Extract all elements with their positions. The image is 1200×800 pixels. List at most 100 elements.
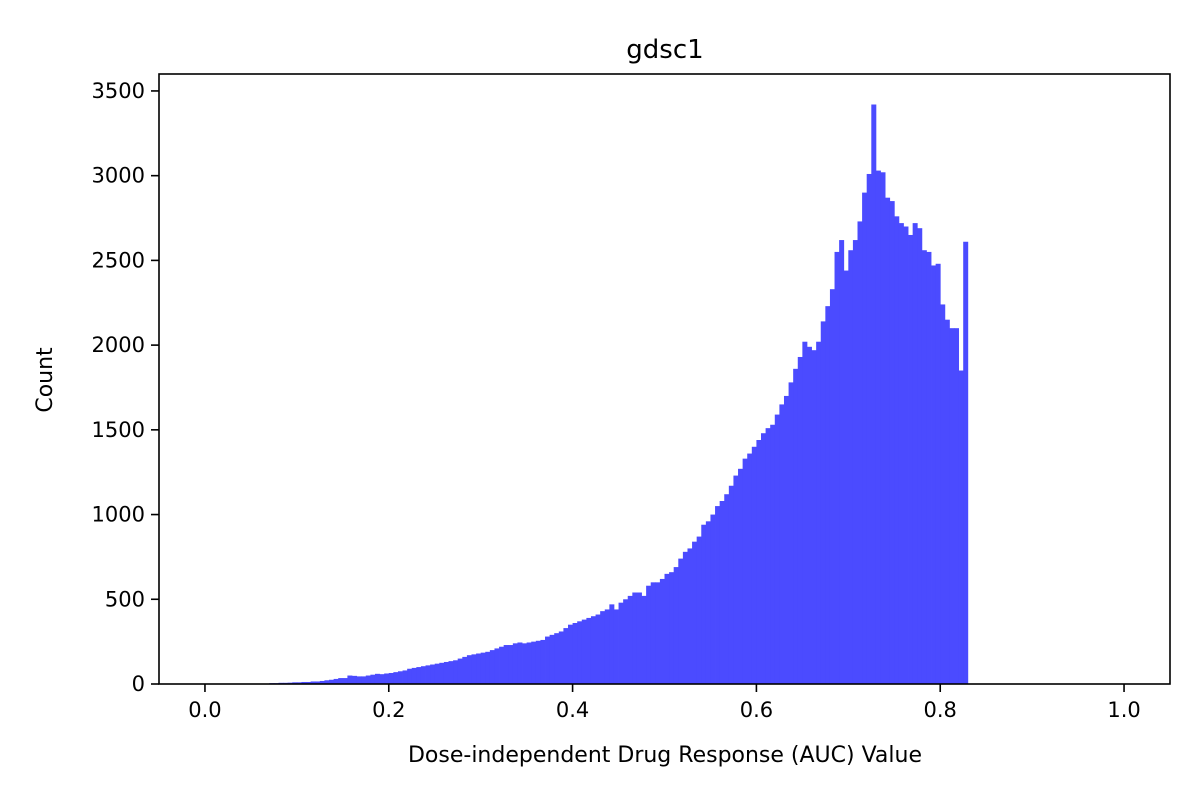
histogram-bar (623, 599, 629, 684)
histogram-bar (664, 573, 670, 684)
histogram-bar (590, 616, 596, 684)
histogram-bar (761, 433, 766, 684)
histogram-bar (526, 642, 532, 684)
histogram-bar (292, 682, 298, 684)
histogram-bar (866, 173, 872, 684)
histogram-bar (627, 595, 633, 684)
histogram-bar (356, 676, 362, 685)
histogram-bar (908, 234, 914, 684)
y-tick-label: 1500 (92, 418, 145, 442)
y-tick-label: 2000 (92, 333, 145, 357)
histogram-bar (434, 663, 440, 684)
histogram-bar (494, 648, 500, 684)
histogram-bar (333, 678, 339, 684)
histogram-bar (839, 240, 845, 684)
histogram-bar (788, 382, 794, 684)
histogram-bar (756, 440, 762, 684)
histogram-bar (466, 655, 472, 684)
histogram-bar (779, 404, 785, 684)
histogram-bar (448, 661, 454, 685)
histogram-bar (701, 524, 707, 684)
histogram-bar (765, 428, 771, 684)
x-tick-label: 0.4 (556, 698, 589, 722)
histogram-bar (944, 319, 950, 684)
histogram-bar (852, 240, 858, 684)
histogram-bars (269, 104, 969, 685)
histogram-bar (747, 453, 753, 684)
x-tick-label: 0.6 (740, 698, 773, 722)
histogram-bar (388, 672, 394, 684)
histogram-bar (917, 228, 923, 684)
histogram-bar (857, 221, 863, 685)
histogram-bar (554, 633, 560, 684)
histogram-bar (931, 265, 937, 684)
x-axis-ticks: 0.0 0.2 0.4 0.6 0.8 1.0 (188, 684, 1141, 722)
histogram-bar (963, 241, 969, 684)
histogram-bar (875, 170, 881, 684)
y-tick-label: 3500 (92, 79, 145, 103)
histogram-bar (958, 370, 964, 684)
histogram-bar (485, 651, 491, 684)
y-tick-label: 500 (105, 587, 145, 611)
x-tick-label: 1.0 (1107, 698, 1140, 722)
histogram-bar (646, 585, 652, 684)
histogram-bar (650, 582, 656, 684)
histogram-bar (600, 611, 606, 684)
histogram-bar (549, 634, 555, 684)
histogram-bar (476, 653, 482, 684)
histogram-bar (462, 656, 468, 684)
histogram-bar (411, 667, 417, 684)
histogram-bar (728, 485, 734, 684)
histogram-bar (370, 674, 376, 684)
histogram-bar (659, 578, 665, 684)
histogram-bar (862, 192, 868, 685)
histogram-bar (940, 304, 946, 684)
y-tick-label: 2500 (92, 248, 145, 272)
histogram-bar (742, 458, 748, 684)
histogram-bar (503, 645, 509, 684)
histogram-bar (793, 368, 799, 684)
histogram-bar (802, 341, 808, 684)
y-tick-label: 3000 (92, 164, 145, 188)
histogram-bar (885, 197, 891, 684)
histogram-bar (508, 645, 514, 684)
histogram-bar (315, 681, 321, 684)
histogram-bar (880, 172, 886, 684)
histogram-bar (397, 671, 403, 684)
histogram-bar (609, 604, 615, 684)
histogram-bar (402, 670, 408, 684)
x-axis-label: Dose-independent Drug Response (AUC) Val… (408, 743, 922, 768)
histogram-bar (719, 501, 725, 684)
histogram-bar (710, 514, 716, 684)
histogram-bar (329, 679, 335, 684)
histogram-bar (912, 223, 918, 685)
histogram-bar (829, 289, 835, 684)
histogram-bar (843, 270, 849, 684)
histogram-bar (613, 609, 619, 684)
histogram-bar (420, 666, 426, 684)
histogram-bar (568, 624, 573, 684)
histogram-bar (489, 650, 495, 684)
histogram-bar (636, 592, 642, 684)
x-tick-label: 0.0 (188, 698, 221, 722)
histogram-bar (921, 250, 927, 684)
histogram-bar (522, 643, 528, 684)
histogram-bar (540, 639, 546, 684)
histogram-bar (563, 628, 569, 684)
histogram-bar (595, 614, 601, 684)
histogram-bar (443, 661, 449, 684)
histogram-bar (949, 328, 955, 684)
histogram-bar (453, 660, 459, 684)
histogram-bar (517, 642, 523, 684)
y-tick-label: 1000 (92, 503, 145, 527)
x-tick-label: 0.2 (372, 698, 405, 722)
y-axis-ticks: 0 500 1000 1500 2000 2500 3000 3500 (92, 79, 159, 696)
histogram-bar (531, 641, 537, 684)
histogram-bar (834, 251, 840, 685)
histogram-bar (425, 665, 431, 684)
histogram-bar (471, 654, 477, 684)
histogram-bar (733, 475, 739, 684)
histogram-bar (632, 592, 638, 684)
histogram-bar (871, 104, 877, 684)
